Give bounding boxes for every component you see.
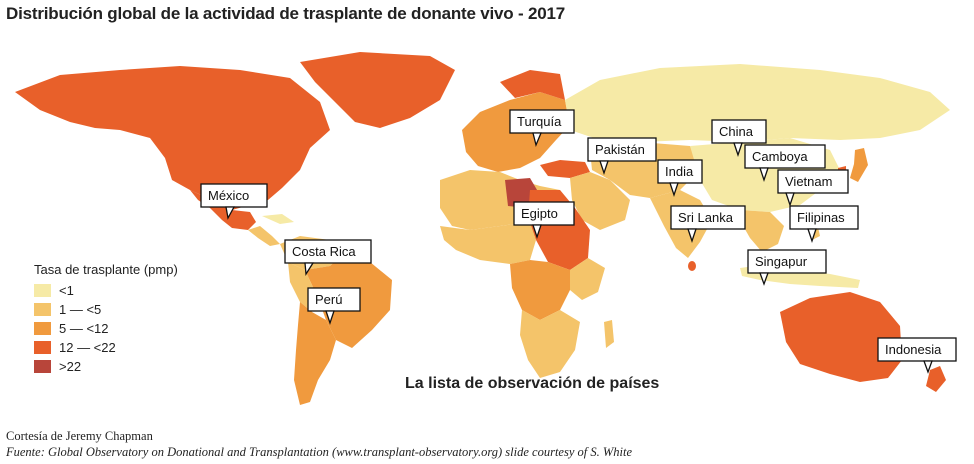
region-new-zealand — [926, 366, 946, 392]
region-caribbean — [262, 214, 294, 224]
callout-label: Singapur — [755, 254, 808, 269]
map-title: Distribución global de la actividad de t… — [6, 4, 566, 23]
region-turkey — [540, 160, 590, 178]
callout-label: Egipto — [521, 206, 558, 221]
region-australia — [780, 292, 902, 382]
callout-vietnam: Vietnam — [777, 169, 849, 208]
callout-label: India — [665, 164, 694, 179]
legend-swatch — [34, 341, 51, 354]
legend-label: >22 — [59, 359, 82, 374]
callout-label: Costa Rica — [292, 244, 356, 259]
credit-line: Cortesía de Jeremy Chapman — [6, 429, 153, 443]
legend-item: 1 — <5 — [34, 300, 178, 319]
callout-sri-lanka: Sri Lanka — [670, 205, 746, 244]
legend-swatch — [34, 303, 51, 316]
region-japan — [850, 148, 868, 182]
source-line: Fuente: Global Observatory on Donational… — [6, 445, 633, 459]
callout-philippines: Filipinas — [789, 205, 859, 244]
legend-label: 12 — <22 — [59, 340, 116, 355]
callout-turkey: Turquía — [509, 109, 575, 148]
region-west-africa — [440, 222, 536, 264]
region-scandinavia — [500, 70, 565, 100]
legend-swatch — [34, 322, 51, 335]
callout-label: Vietnam — [785, 174, 832, 189]
callout-label: Perú — [315, 292, 342, 307]
region-southeast-asia — [740, 210, 784, 252]
legend-title: Tasa de trasplante (pmp) — [34, 262, 178, 277]
callout-label: Pakistán — [595, 142, 645, 157]
region-central-africa — [510, 260, 570, 320]
callout-india: India — [657, 159, 703, 198]
callout-label: Camboya — [752, 149, 808, 164]
region-central-america — [248, 226, 280, 246]
legend-item: >22 — [34, 357, 178, 376]
region-middle-east — [570, 172, 630, 230]
legend-item: 12 — <22 — [34, 338, 178, 357]
callout-egypt: Egipto — [513, 201, 575, 240]
callout-label: China — [719, 124, 754, 139]
region-north-america — [15, 66, 330, 210]
callout-label: Turquía — [517, 114, 562, 129]
callout-label: Indonesia — [885, 342, 942, 357]
legend-label: <1 — [59, 283, 74, 298]
region-southern-cone — [294, 302, 336, 405]
callout-china: China — [711, 119, 767, 158]
callout-peru: Perú — [307, 287, 361, 326]
region-madagascar — [604, 320, 614, 348]
map-legend: Tasa de trasplante (pmp) <1 1 — <5 5 — <… — [34, 262, 178, 376]
region-russia — [565, 64, 950, 142]
legend-swatch — [34, 284, 51, 297]
callout-label: Filipinas — [797, 210, 845, 225]
region-greenland — [300, 52, 455, 128]
watchlist-heading: La lista de observación de países — [405, 375, 660, 392]
world-map: México Costa Rica Perú Turquía Egipto Pa… — [15, 52, 957, 405]
legend-item: 5 — <12 — [34, 319, 178, 338]
region-sri-lanka — [688, 261, 696, 271]
callout-indonesia: Indonesia — [877, 337, 957, 374]
callout-label: México — [208, 188, 249, 203]
callout-label: Sri Lanka — [678, 210, 734, 225]
legend-item: <1 — [34, 281, 178, 300]
callout-pakistan: Pakistán — [587, 137, 657, 176]
region-southern-africa — [520, 310, 580, 378]
callout-mexico: México — [200, 183, 268, 220]
region-east-africa — [570, 258, 605, 300]
callout-singapore: Singapur — [747, 249, 827, 286]
callout-costa-rica: Costa Rica — [284, 239, 372, 276]
legend-swatch — [34, 360, 51, 373]
legend-label: 5 — <12 — [59, 321, 109, 336]
legend-label: 1 — <5 — [59, 302, 102, 317]
callout-cambodia: Camboya — [744, 144, 826, 183]
